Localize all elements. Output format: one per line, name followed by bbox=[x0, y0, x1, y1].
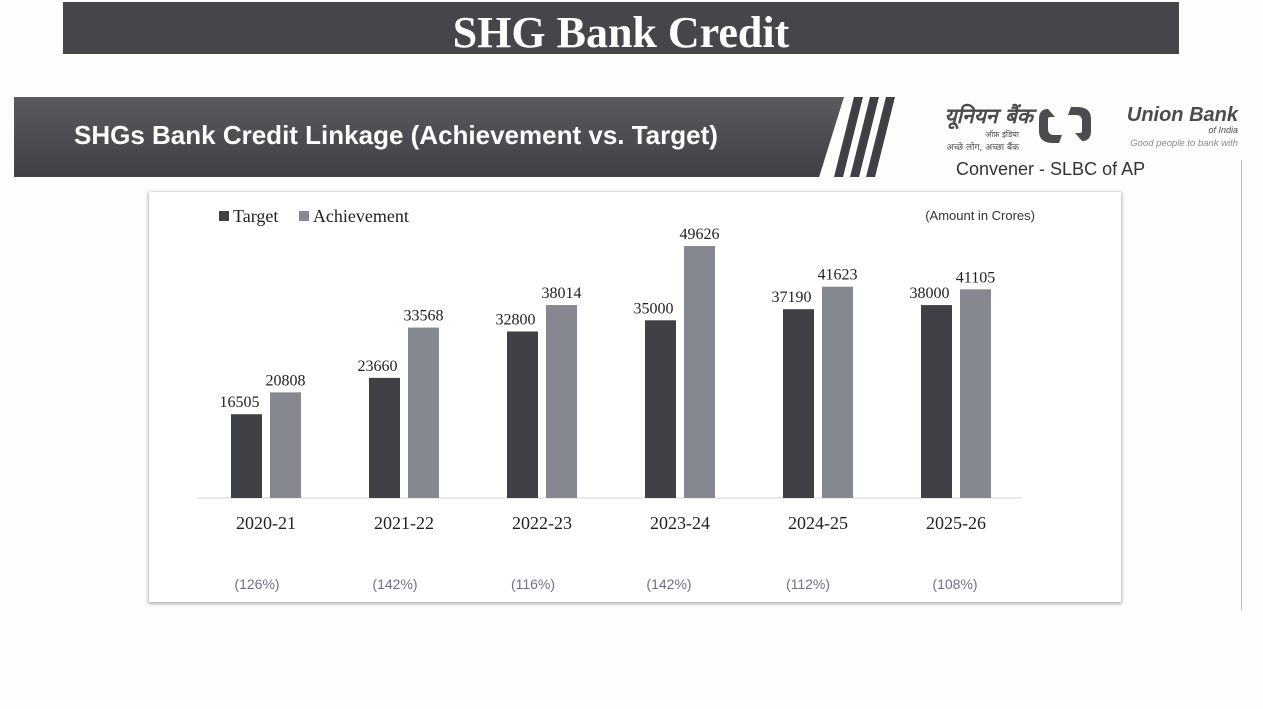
data-label-achievement: 33568 bbox=[404, 308, 444, 325]
data-label-achievement: 41105 bbox=[956, 269, 995, 286]
percentage-label: (142%) bbox=[372, 576, 418, 592]
x-tick-label: 2021-22 bbox=[374, 513, 434, 533]
percentage-label: (142%) bbox=[646, 576, 692, 592]
unit-note: (Amount in Crores) bbox=[925, 208, 1035, 223]
vertical-divider bbox=[1241, 160, 1242, 610]
data-label-target: 35000 bbox=[634, 300, 674, 317]
page-title: SHG Bank Credit bbox=[63, 2, 1179, 57]
data-label-achievement: 38014 bbox=[542, 285, 582, 302]
bar-achievement bbox=[684, 246, 715, 498]
percentage-label: (116%) bbox=[510, 576, 556, 592]
bar-achievement bbox=[822, 286, 853, 498]
section-title: SHGs Bank Credit Linkage (Achievement vs… bbox=[74, 120, 718, 150]
data-label-target: 37190 bbox=[772, 289, 812, 306]
chart-card: Target Achievement (Amount in Crores) 16… bbox=[149, 192, 1121, 602]
section-banner bbox=[14, 97, 844, 177]
percentage-label: (126%) bbox=[234, 576, 280, 592]
logo-hindi-tagline: अच्छे लोग, अच्छा बैंक bbox=[946, 143, 1019, 153]
bar-target bbox=[507, 331, 538, 498]
logo-hindi-name: यूनियन बैंक bbox=[944, 103, 1033, 128]
convener-label: Convener - SLBC of AP bbox=[956, 159, 1146, 179]
percentage-label: (112%) bbox=[785, 576, 831, 592]
x-tick-label: 2023-24 bbox=[650, 513, 710, 533]
logo-english-name: Union Bank bbox=[1126, 104, 1238, 126]
bar-target bbox=[921, 305, 952, 498]
bar-target bbox=[645, 320, 676, 498]
bar-achievement bbox=[408, 327, 439, 498]
bar-target bbox=[369, 377, 400, 498]
bar-achievement bbox=[960, 289, 991, 498]
logo-tagline: Good people to bank with bbox=[1130, 138, 1238, 149]
chart-legend: Target Achievement bbox=[219, 206, 425, 227]
logo-hindi-sub: ऑफ़ इंडिया bbox=[985, 130, 1019, 139]
x-tick-label: 2022-23 bbox=[512, 513, 572, 533]
legend-label-achievement: Achievement bbox=[312, 206, 409, 226]
x-tick-label: 2025-26 bbox=[926, 513, 986, 533]
legend-swatch-target bbox=[219, 211, 229, 221]
data-label-achievement: 49626 bbox=[680, 226, 720, 243]
legend-label-target: Target bbox=[233, 206, 279, 226]
data-label-target: 23660 bbox=[358, 358, 398, 375]
data-label-target: 16505 bbox=[220, 394, 260, 411]
data-label-achievement: 20808 bbox=[266, 372, 306, 389]
x-tick-label: 2020-21 bbox=[236, 513, 296, 533]
data-label-target: 38000 bbox=[910, 285, 950, 302]
data-label-target: 32800 bbox=[496, 311, 536, 328]
bar-target bbox=[231, 414, 262, 498]
bar-target bbox=[783, 309, 814, 498]
legend-swatch-achievement bbox=[298, 211, 309, 221]
logo-english-sub: of India bbox=[1208, 125, 1238, 135]
bar-achievement bbox=[270, 392, 301, 498]
data-label-achievement: 41623 bbox=[818, 267, 858, 284]
x-tick-label: 2024-25 bbox=[788, 513, 848, 533]
bar-chart: 16505 20808 2020-21 23660 33568 2021-22 32800 3… bbox=[197, 226, 1022, 533]
percentage-label: (108%) bbox=[932, 576, 978, 592]
union-bank-logo-icon bbox=[1039, 107, 1091, 143]
bar-achievement bbox=[546, 305, 577, 498]
